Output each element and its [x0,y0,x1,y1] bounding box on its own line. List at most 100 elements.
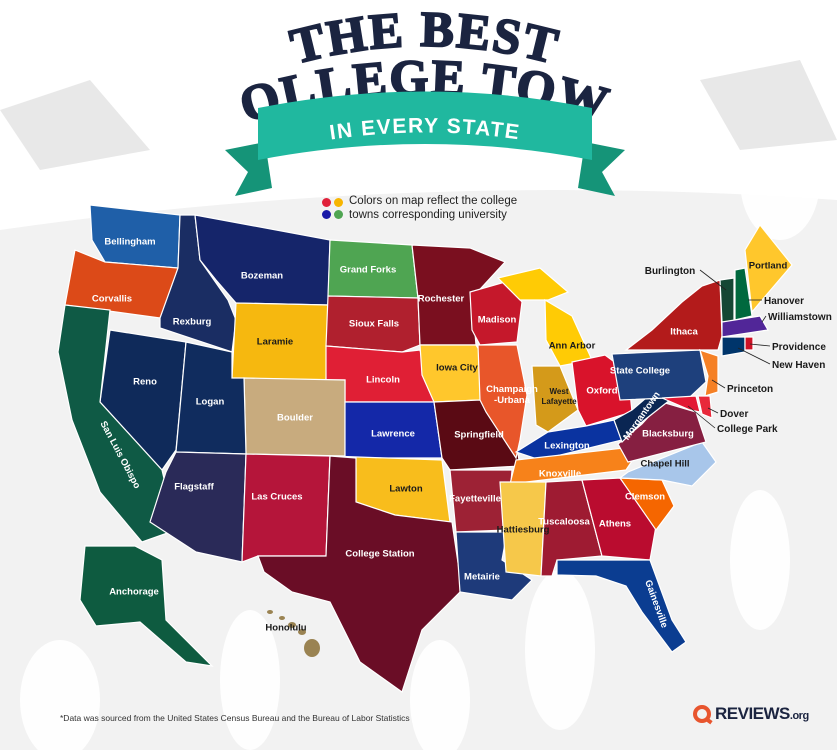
town-label-md: College Park [717,424,778,435]
town-label-mn: Rochester [418,294,465,305]
town-label-ri: Providence [772,342,826,353]
state-shape [79,545,214,667]
state-shape [496,267,570,301]
town-label-de: Dover [720,409,748,420]
state-ak [79,545,214,667]
state-me [744,223,793,314]
town-label-co: Boulder [277,413,313,424]
state-shape [531,365,579,433]
town-label-ma: Williamstown [768,312,832,323]
town-label-la: Metairie [464,572,500,583]
town-label-tn: Knoxville [539,469,581,480]
legend: Colors on map reflect the college towns … [322,194,517,222]
town-label-ar: Fayetteville [449,494,501,505]
town-label-tx: College Station [345,549,414,560]
town-label-vt: Burlington [645,266,696,277]
state-shape [581,477,657,561]
state-shape [556,559,687,653]
leader-line [711,379,726,389]
reviews-org-logo: REVIEWS.org [693,704,809,724]
title-line-1: THE BEST [285,1,565,75]
leader-line [687,405,716,429]
title: THE BEST COLLEGE TOWN IN EVERY STATE [0,0,625,196]
town-label-or: Corvallis [92,294,132,305]
town-label-ga: Athens [599,519,631,530]
town-label-ks: Lawrence [371,429,415,440]
state-de [697,395,713,419]
town-label-ia: Iowa City [436,363,478,374]
island-shape [279,616,285,620]
state-shape [257,455,463,693]
state-shape [697,395,713,419]
state-az [149,451,247,563]
town-label-wi: Madison [478,315,517,326]
state-shape [721,336,746,357]
state-ct [721,336,746,357]
town-label-va: Blacksburg [642,429,694,440]
state-ca [57,304,177,543]
town-label-al: Tuscaloosa [538,517,590,528]
town-label-mo: Springfield [454,430,504,441]
logo-main: REVIEWS [715,704,790,723]
town-label-az: Flagstaff [174,482,214,493]
town-label-wy: Laramie [257,337,293,348]
state-nh [734,267,753,321]
town-label-in: West Lafayette [541,387,577,406]
town-label-nd: Grand Forks [340,265,397,276]
state-tx [257,455,463,693]
legend-dot-yellow [334,197,343,207]
legend-dot-green [334,209,343,219]
town-label-ak: Anchorage [109,587,159,598]
logo-suffix: .org [789,710,809,722]
state-nj [699,349,719,397]
state-shape [477,344,528,460]
town-label-mt: Bozeman [241,271,283,282]
state-shape [509,445,644,485]
legend-dot-blue [322,209,331,219]
state-shape [611,349,707,401]
state-pa [611,349,707,401]
state-shape [149,451,247,563]
state-shape [699,349,719,397]
leader-line [707,407,719,414]
state-shape [617,401,707,463]
leader-line [737,347,771,365]
leader-line [699,269,727,291]
state-vt [719,277,735,323]
town-label-sc: Clemson [625,492,665,503]
town-label-oh: Oxford [586,386,617,397]
state-sd [325,295,421,353]
legend-color-dots [322,197,343,219]
town-label-mi: Ann Arbor [549,341,596,352]
town-label-ut: Logan [196,397,225,408]
state-nm [241,453,331,563]
town-label-ny: Ithaca [670,327,698,338]
state-shape [744,223,793,314]
town-label-wa: Bellingham [104,237,155,248]
state-ma [721,315,769,338]
town-label-sd: Sioux Falls [349,319,399,330]
state-shape [744,336,754,351]
state-in [531,365,579,433]
town-label-nj: Princeton [727,384,773,395]
state-tn [509,445,644,485]
state-hi [267,610,320,657]
state-ri [744,336,754,351]
state-shape [624,279,723,351]
state-va [617,401,707,463]
town-label-nm: Las Cruces [251,492,302,503]
state-shape [544,298,593,367]
town-label-ms: Hattiesburg [497,525,550,536]
town-label-pa: State College [610,366,670,377]
town-label-il: Champaign -Urbana [486,384,538,406]
state-il [477,344,528,460]
footnote: *Data was sourced from the United States… [60,713,410,723]
island-shape [288,622,296,628]
town-label-ky: Lexington [544,441,590,452]
town-label-ne: Lincoln [366,375,400,386]
legend-dot-red [322,197,331,207]
town-label-nv: Reno [133,377,157,388]
town-label-nc: Chapel Hill [640,459,689,470]
state-shape [241,453,331,563]
